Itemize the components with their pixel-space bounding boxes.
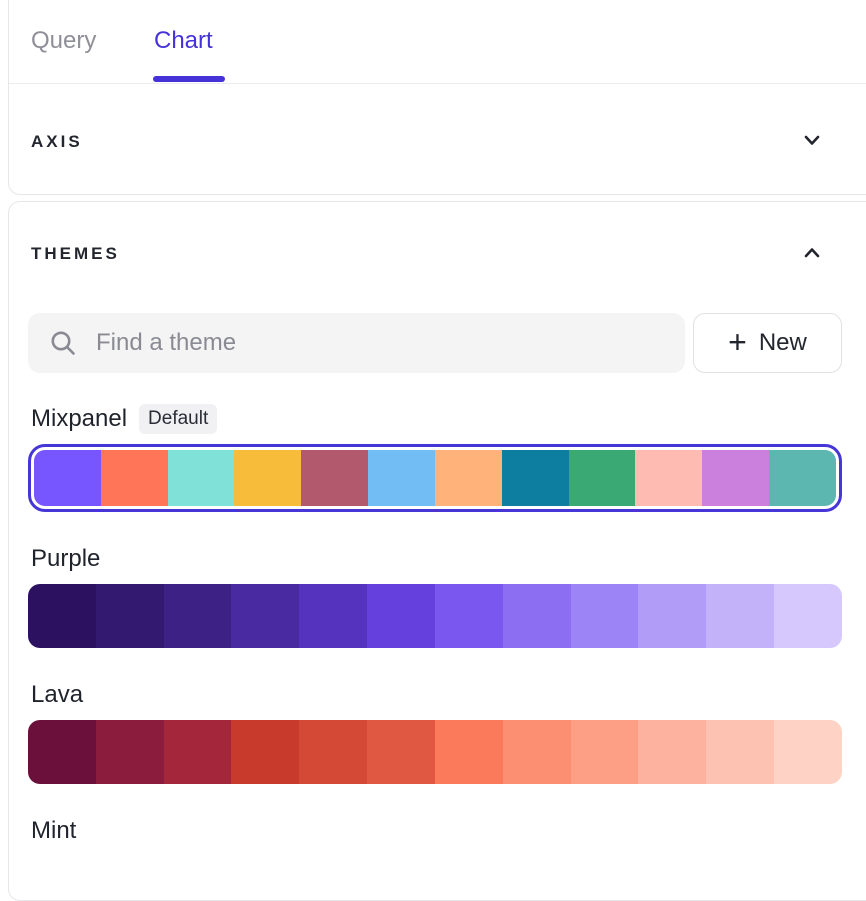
tab-bar: Query Chart bbox=[9, 1, 866, 83]
axis-section-title: AXIS bbox=[31, 132, 83, 151]
theme-mixpanel: Mixpanel Default bbox=[28, 402, 842, 512]
palette-strip bbox=[34, 450, 836, 506]
color-swatch bbox=[367, 720, 435, 784]
color-swatch bbox=[28, 584, 96, 648]
color-swatch bbox=[774, 584, 842, 648]
section-axis[interactable]: AXIS bbox=[9, 84, 866, 195]
color-swatch bbox=[367, 584, 435, 648]
color-swatch bbox=[163, 720, 232, 784]
color-swatch bbox=[706, 720, 775, 784]
palette-strip bbox=[28, 584, 842, 648]
color-swatch bbox=[34, 450, 101, 506]
theme-purple: Purple bbox=[28, 542, 842, 648]
theme-name-row: Purple bbox=[31, 542, 842, 576]
color-swatch bbox=[501, 450, 569, 506]
color-swatch bbox=[234, 450, 302, 506]
theme-name: Mixpanel bbox=[31, 405, 128, 432]
color-swatch bbox=[231, 720, 300, 784]
color-swatch bbox=[769, 450, 836, 506]
color-swatch bbox=[570, 720, 639, 784]
theme-name-row: Mint bbox=[31, 814, 842, 848]
color-swatch bbox=[95, 720, 164, 784]
theme-swatches-mixpanel[interactable] bbox=[28, 444, 842, 512]
theme-mint: Mint bbox=[28, 814, 842, 848]
new-theme-button[interactable]: + New bbox=[693, 313, 842, 373]
tab-chart[interactable]: Chart bbox=[154, 27, 213, 54]
theme-name: Purple bbox=[31, 545, 101, 572]
color-swatch bbox=[163, 584, 232, 648]
theme-name: Mint bbox=[31, 817, 77, 844]
search-icon bbox=[48, 328, 78, 358]
section-themes[interactable]: THEMES bbox=[9, 202, 866, 292]
color-swatch bbox=[774, 720, 842, 784]
theme-search-input[interactable] bbox=[94, 328, 667, 358]
color-swatch bbox=[28, 720, 96, 784]
color-swatch bbox=[299, 720, 368, 784]
themes-card: THEMES + New MixpanelDefaultPurpleLavaMi… bbox=[8, 201, 866, 901]
theme-search[interactable] bbox=[28, 313, 685, 373]
new-button-label: New bbox=[758, 329, 807, 356]
theme-name-row: Mixpanel Default bbox=[31, 402, 842, 436]
color-swatch bbox=[502, 720, 571, 784]
color-swatch bbox=[568, 450, 636, 506]
theme-swatches-lava[interactable] bbox=[28, 720, 842, 784]
color-swatch bbox=[570, 584, 639, 648]
default-badge: Default bbox=[139, 404, 218, 434]
color-swatch bbox=[434, 450, 502, 506]
theme-lava: Lava bbox=[28, 678, 842, 784]
divider bbox=[9, 83, 866, 84]
color-swatch bbox=[231, 584, 300, 648]
color-swatch bbox=[167, 450, 235, 506]
color-swatch bbox=[434, 584, 503, 648]
color-swatch bbox=[702, 450, 770, 506]
theme-list: Mixpanel Default Purple Lava Mint bbox=[28, 402, 842, 878]
color-swatch bbox=[502, 584, 571, 648]
themes-section-title: THEMES bbox=[31, 244, 120, 263]
color-swatch bbox=[706, 584, 775, 648]
color-swatch bbox=[434, 720, 503, 784]
color-swatch bbox=[638, 584, 707, 648]
color-swatch bbox=[638, 720, 707, 784]
color-swatch bbox=[299, 584, 368, 648]
active-tab-underline bbox=[153, 76, 225, 82]
plus-icon: + bbox=[728, 323, 747, 360]
chevron-down-icon[interactable] bbox=[801, 129, 823, 156]
query-chart-card: Query Chart AXIS bbox=[8, 0, 866, 195]
color-swatch bbox=[301, 450, 369, 506]
theme-swatches-purple[interactable] bbox=[28, 584, 842, 648]
theme-name: Lava bbox=[31, 681, 84, 708]
color-swatch bbox=[368, 450, 435, 506]
color-swatch bbox=[95, 584, 164, 648]
theme-name-row: Lava bbox=[31, 678, 842, 712]
color-swatch bbox=[100, 450, 168, 506]
tab-query[interactable]: Query bbox=[31, 27, 97, 54]
palette-strip bbox=[28, 720, 842, 784]
color-swatch bbox=[635, 450, 703, 506]
chevron-up-icon[interactable] bbox=[801, 242, 823, 269]
